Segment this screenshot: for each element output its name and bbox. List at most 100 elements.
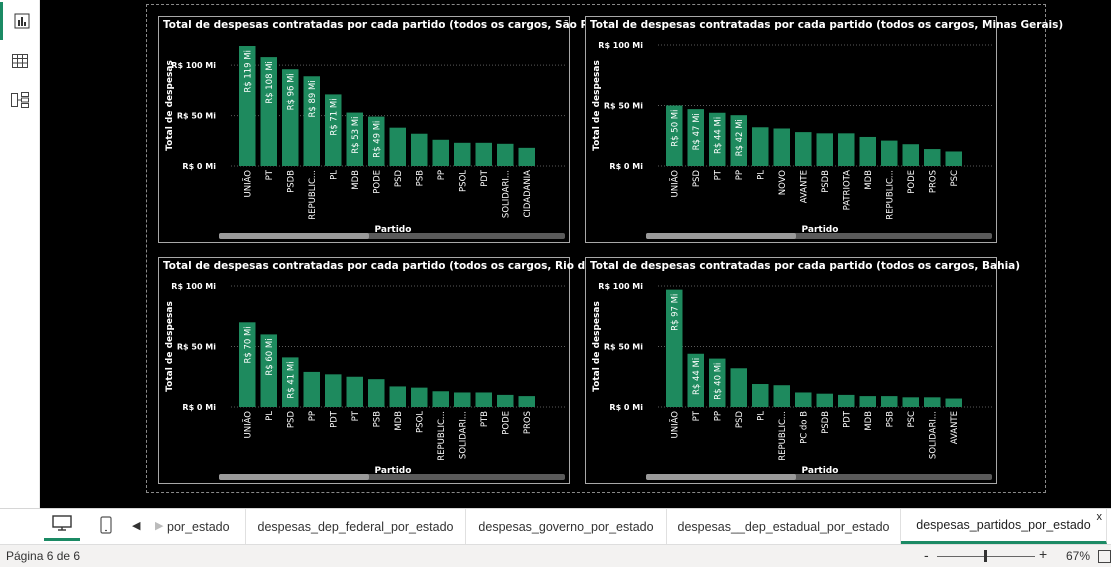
- chart-scrollbar[interactable]: [219, 233, 565, 239]
- bar[interactable]: [752, 127, 769, 166]
- bar[interactable]: [859, 396, 877, 407]
- bar[interactable]: [666, 289, 683, 407]
- bar[interactable]: [687, 353, 705, 407]
- tab-por-estado[interactable]: por_estado: [164, 509, 246, 544]
- model-view-button[interactable]: [0, 81, 40, 119]
- bar[interactable]: [795, 392, 812, 407]
- table-view-button[interactable]: [0, 42, 40, 80]
- bar[interactable]: [816, 393, 834, 407]
- bar[interactable]: [411, 133, 428, 166]
- chart-scrollbar[interactable]: [646, 233, 992, 239]
- tab-despesas-dep-federal[interactable]: despesas_dep_federal_por_estado: [246, 509, 466, 544]
- tab-label: por_estado: [167, 519, 230, 534]
- bar[interactable]: [924, 397, 941, 407]
- data-label: R$ 119 Mi: [243, 50, 253, 93]
- x-tick-label: AVANTE: [799, 170, 809, 203]
- tab-despesas-dep-estadual[interactable]: despesas__dep_estadual_por_estado: [667, 509, 901, 544]
- bar[interactable]: [325, 374, 342, 407]
- chart-bahia[interactable]: R$ 0 Mi R$ 50 Mi R$ 100 Mi Total de despesa…: [585, 257, 1020, 484]
- bar[interactable]: [687, 109, 705, 166]
- bar[interactable]: [902, 144, 920, 166]
- bar[interactable]: [945, 151, 963, 166]
- bar[interactable]: [795, 132, 812, 166]
- chart-scrollbar[interactable]: [646, 474, 992, 480]
- bar[interactable]: [282, 69, 299, 166]
- x-tick-label: PATRIOTA: [842, 170, 852, 211]
- bar[interactable]: [752, 384, 769, 407]
- bar-chart-icon: [14, 13, 30, 29]
- x-tick-label: REPUBLIC...: [885, 170, 895, 220]
- bar[interactable]: [475, 142, 493, 166]
- next-page-arrow[interactable]: ▶: [155, 519, 164, 532]
- bar[interactable]: [773, 385, 791, 407]
- bar[interactable]: [260, 57, 278, 166]
- bar[interactable]: [346, 112, 364, 166]
- bar[interactable]: [303, 371, 321, 407]
- scroll-thumb[interactable]: [646, 233, 796, 239]
- bar[interactable]: [239, 322, 256, 407]
- bar[interactable]: [346, 376, 364, 407]
- bar[interactable]: [389, 386, 407, 407]
- desktop-layout-button[interactable]: [44, 513, 80, 541]
- bar[interactable]: [432, 139, 450, 166]
- x-tick-label: AVANTE: [950, 411, 960, 444]
- chart-minas-gerais[interactable]: R$ 0 Mi R$ 50 Mi R$ 100 Mi Total de despesa…: [585, 16, 1063, 243]
- close-icon[interactable]: x: [1096, 511, 1103, 523]
- x-tick-label: PTB: [480, 411, 490, 427]
- tab-despesas-partidos[interactable]: despesas_partidos_por_estado x: [901, 509, 1107, 544]
- bar[interactable]: [454, 142, 471, 166]
- bar[interactable]: [730, 368, 748, 407]
- bar[interactable]: [838, 133, 855, 166]
- bar[interactable]: [239, 46, 256, 166]
- bar[interactable]: [325, 94, 342, 166]
- data-label: R$ 70 Mi: [243, 326, 253, 363]
- bar[interactable]: [859, 136, 877, 166]
- bar[interactable]: [368, 116, 385, 166]
- mobile-layout-button[interactable]: [88, 513, 124, 541]
- bar[interactable]: [282, 357, 299, 407]
- zoom-in-button[interactable]: +: [1039, 546, 1048, 562]
- bar[interactable]: [368, 379, 385, 407]
- report-view-button[interactable]: [0, 2, 40, 40]
- bar[interactable]: [838, 394, 855, 407]
- bar[interactable]: [497, 394, 514, 407]
- y-tick-label: R$ 0 Mi: [609, 403, 643, 412]
- chart-scrollbar[interactable]: [219, 474, 565, 480]
- bar[interactable]: [924, 149, 941, 166]
- bar[interactable]: [497, 143, 514, 166]
- bar[interactable]: [816, 133, 834, 166]
- bar[interactable]: [881, 396, 898, 407]
- bar[interactable]: [475, 392, 493, 407]
- scroll-thumb[interactable]: [219, 474, 369, 480]
- bar[interactable]: [666, 105, 683, 167]
- bar[interactable]: [945, 398, 963, 407]
- bar[interactable]: [709, 358, 726, 407]
- page-tab-bar: ◀ ▶ por_estado despesas_dep_federal_por_…: [0, 508, 1111, 544]
- bar[interactable]: [881, 140, 898, 166]
- bar[interactable]: [260, 334, 278, 407]
- zoom-slider-thumb[interactable]: [984, 550, 987, 562]
- bar[interactable]: [902, 397, 920, 407]
- zoom-out-button[interactable]: -: [924, 547, 929, 563]
- chart-sao-paulo[interactable]: R$ 0 Mi R$ 50 Mi R$ 100 Mi Total de despesa…: [158, 16, 618, 243]
- bar[interactable]: [518, 396, 536, 407]
- bar[interactable]: [518, 147, 536, 166]
- chart-rio-de-janeiro[interactable]: R$ 0 Mi R$ 50 Mi R$ 100 Mi Total de despesa…: [158, 257, 642, 484]
- bar[interactable]: [709, 112, 726, 166]
- scroll-thumb[interactable]: [219, 233, 369, 239]
- tab-label: despesas_dep_federal_por_estado: [257, 519, 454, 534]
- fit-to-page-icon[interactable]: [1098, 550, 1111, 563]
- x-tick-label: PSD: [692, 170, 702, 188]
- tab-despesas-governo[interactable]: despesas_governo_por_estado: [466, 509, 667, 544]
- bar[interactable]: [432, 391, 450, 407]
- bar[interactable]: [303, 76, 321, 166]
- bar[interactable]: [773, 128, 791, 166]
- zoom-level[interactable]: 67%: [1066, 549, 1091, 563]
- bar[interactable]: [454, 392, 471, 407]
- bar[interactable]: [389, 127, 407, 166]
- prev-page-arrow[interactable]: ◀: [132, 519, 141, 532]
- bar[interactable]: [411, 387, 428, 407]
- bar[interactable]: [730, 115, 748, 166]
- scroll-thumb[interactable]: [646, 474, 796, 480]
- x-tick-label: PT: [265, 169, 275, 180]
